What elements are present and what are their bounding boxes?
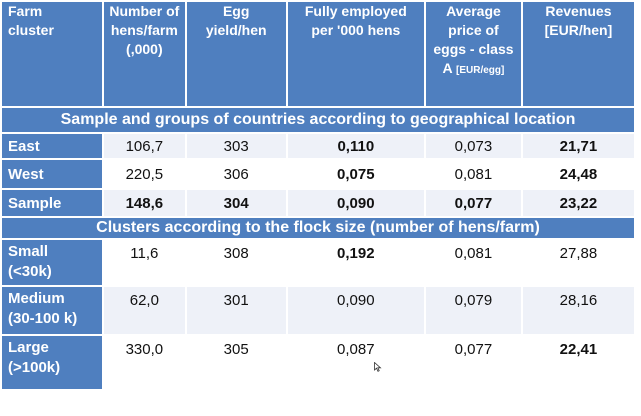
cell-hens: 62,0 — [103, 287, 185, 334]
table-row: West 220,5 306 0,075 0,081 24,48 — [2, 160, 634, 188]
group-geographical: Sample and groups of countries according… — [2, 108, 634, 132]
cell-price: 0,081 — [425, 160, 521, 188]
header-egg-yield: Egg yield/hen — [186, 2, 286, 106]
group-title-geographical: Sample and groups of countries according… — [2, 108, 634, 132]
cell-revenues: 21,71 — [522, 134, 634, 158]
header-average-price: Average price of eggs - class A [EUR/egg] — [425, 2, 521, 106]
row-label: East — [2, 134, 102, 158]
table-row: Sample 148,6 304 0,090 0,077 23,22 — [2, 190, 634, 216]
mouse-pointer-icon — [374, 362, 382, 372]
row-label: Sample — [2, 190, 102, 216]
cell-employed: 0,090 — [287, 190, 424, 216]
row-label: Medium (30-100 k) — [2, 287, 102, 334]
header-revenues: Revenues [EUR/hen] — [522, 2, 634, 106]
cell-hens: 220,5 — [103, 160, 185, 188]
cell-revenues: 23,22 — [522, 190, 634, 216]
cell-employed: 0,087 — [287, 336, 424, 389]
farm-cluster-table: Farm cluster Number of hens/farm (,000) Egg… — [2, 2, 634, 389]
cell-employed: 0,110 — [287, 134, 424, 158]
group-title-flock-size: Clusters according to the flock size (nu… — [2, 218, 634, 238]
row-label: West — [2, 160, 102, 188]
table-row: Small (<30k) 11,6 308 0,192 0,081 27,88 — [2, 240, 634, 285]
cell-price: 0,079 — [425, 287, 521, 334]
group-flock-size: Clusters according to the flock size (nu… — [2, 218, 634, 238]
cell-revenues: 22,41 — [522, 336, 634, 389]
cell-yield: 304 — [186, 190, 286, 216]
cell-hens: 11,6 — [103, 240, 185, 285]
cell-hens: 106,7 — [103, 134, 185, 158]
cell-revenues: 27,88 — [522, 240, 634, 285]
header-row: Farm cluster Number of hens/farm (,000) Egg… — [2, 2, 634, 106]
cell-revenues: 24,48 — [522, 160, 634, 188]
cell-revenues: 28,16 — [522, 287, 634, 334]
cell-price: 0,077 — [425, 336, 521, 389]
table-row: East 106,7 303 0,110 0,073 21,71 — [2, 134, 634, 158]
cell-yield: 308 — [186, 240, 286, 285]
cell-employed: 0,192 — [287, 240, 424, 285]
cell-hens: 330,0 — [103, 336, 185, 389]
header-hens-per-farm: Number of hens/farm (,000) — [103, 2, 185, 106]
cell-employed: 0,090 — [287, 287, 424, 334]
table-row: Large (>100k) 330,0 305 0,087 0,077 22,41 — [2, 336, 634, 389]
row-label: Small (<30k) — [2, 240, 102, 285]
cell-employed: 0,075 — [287, 160, 424, 188]
cell-price: 0,073 — [425, 134, 521, 158]
cell-price: 0,081 — [425, 240, 521, 285]
cell-price: 0,077 — [425, 190, 521, 216]
cell-yield: 303 — [186, 134, 286, 158]
header-farm-cluster: Farm cluster — [2, 2, 102, 106]
cell-hens: 148,6 — [103, 190, 185, 216]
row-label: Large (>100k) — [2, 336, 102, 389]
header-fully-employed: Fully employed per '000 hens — [287, 2, 424, 106]
cell-yield: 301 — [186, 287, 286, 334]
cell-yield: 306 — [186, 160, 286, 188]
cell-yield: 305 — [186, 336, 286, 389]
table-row: Medium (30-100 k) 62,0 301 0,090 0,079 28… — [2, 287, 634, 334]
